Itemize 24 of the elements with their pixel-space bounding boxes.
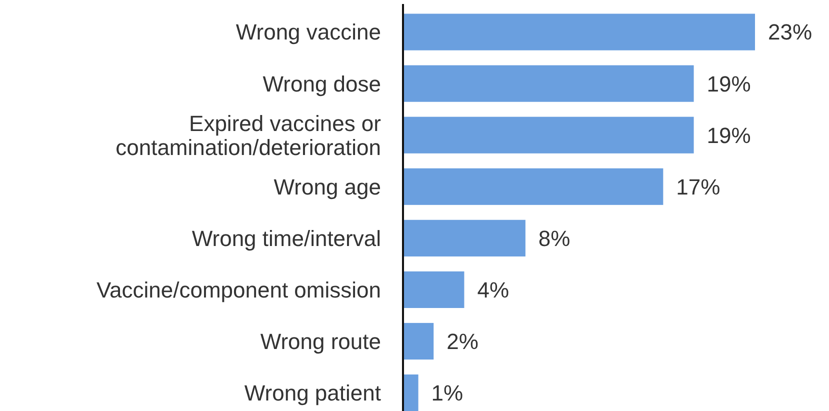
bar: [403, 116, 694, 154]
y-tick-label: Wrong vaccine: [236, 20, 381, 45]
y-tick-label: Wrong dose: [262, 71, 381, 96]
bar: [403, 14, 755, 50]
y-tick-label: Wrong route: [260, 328, 381, 354]
bar: [403, 65, 694, 102]
data-label: 23%: [768, 20, 812, 45]
y-tick-label: Wrong age: [274, 174, 381, 200]
bar: [403, 220, 526, 256]
data-label: 19%: [706, 122, 751, 148]
data-label: 17%: [676, 174, 720, 200]
data-label: 1%: [431, 380, 464, 406]
y-tick-label: Wrong time/interval: [192, 226, 381, 251]
y-tick-label: Wrong patient: [244, 380, 381, 406]
bar: [403, 168, 664, 205]
bar: [403, 374, 418, 411]
y-tick-label: Expired vaccines or contamination/deterioration: [116, 110, 381, 160]
bar: [403, 322, 434, 360]
y-tick-label: Vaccine/component omission: [96, 277, 381, 302]
data-label: 4%: [477, 277, 510, 302]
data-label: 8%: [538, 226, 570, 251]
data-label: 2%: [446, 328, 478, 354]
bar: [403, 271, 464, 308]
data-label: 19%: [706, 71, 751, 96]
